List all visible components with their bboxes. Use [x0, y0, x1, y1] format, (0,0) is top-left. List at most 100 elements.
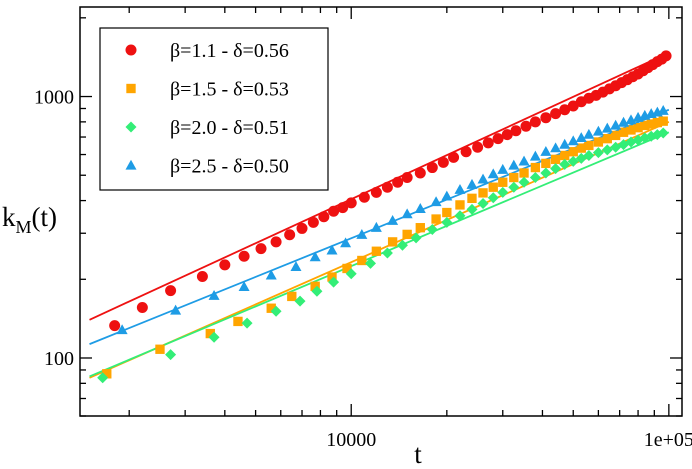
data-point-series-4 [550, 142, 562, 153]
data-point-series-4 [477, 173, 489, 184]
data-point-series-2 [102, 369, 112, 379]
data-point-series-4 [441, 190, 453, 201]
data-point-series-1 [392, 176, 404, 188]
data-point-series-1 [345, 197, 357, 209]
data-point-series-2 [357, 255, 367, 266]
data-point-series-3 [550, 163, 562, 175]
data-point-series-3 [426, 224, 438, 236]
y-axis-label-rest: (t) [32, 202, 57, 232]
data-point-series-2 [541, 158, 551, 169]
data-point-series-3 [345, 268, 357, 280]
data-point-series-2 [431, 214, 441, 224]
data-point-series-1 [318, 211, 330, 223]
data-point-series-4 [116, 324, 128, 335]
data-point-series-1 [370, 186, 382, 198]
data-point-series-3 [601, 144, 613, 156]
data-point-series-4 [610, 119, 622, 130]
data-point-series-3 [477, 197, 489, 209]
data-point-series-2 [658, 116, 668, 126]
data-point-series-3 [294, 295, 306, 307]
data-point-series-2 [498, 177, 508, 187]
data-point-series-2 [310, 281, 320, 291]
data-point-series-3 [487, 192, 499, 204]
data-point-series-2 [205, 328, 215, 339]
axis-ticks [80, 7, 682, 417]
data-point-series-4 [265, 269, 277, 280]
y-axis-label: kM(t) [2, 202, 57, 237]
data-point-series-4 [170, 304, 182, 315]
data-point-series-1 [255, 243, 267, 255]
data-point-series-1 [660, 50, 672, 62]
data-point-series-4 [592, 125, 604, 136]
data-point-series-4 [370, 221, 382, 232]
data-point-series-2 [618, 127, 629, 137]
data-point-series-2 [155, 344, 165, 354]
data-point-series-4 [518, 155, 530, 166]
data-point-series-4 [387, 214, 399, 225]
x-axis-label: t [414, 439, 422, 469]
legend-entry-1: β=1.1 - δ=0.56 [125, 40, 289, 62]
legend-marker-circle [125, 44, 137, 56]
data-point-series-1 [540, 112, 552, 124]
data-point-series-4 [466, 178, 478, 189]
data-point-series-2 [602, 133, 612, 144]
data-point-series-3 [592, 147, 604, 159]
data-point-series-3 [583, 149, 595, 161]
data-point-series-1 [559, 104, 571, 116]
data-point-series-1 [109, 320, 121, 332]
data-point-series-2 [530, 162, 541, 173]
data-point-series-2 [415, 223, 425, 233]
x-tick-label: 10000 [326, 429, 376, 451]
data-point-series-3 [567, 155, 579, 167]
data-point-series-3 [454, 210, 466, 222]
data-point-series-4 [414, 203, 426, 213]
data-point-series-4 [559, 138, 571, 149]
data-point-series-2 [442, 207, 452, 218]
data-point-series-1 [529, 116, 541, 128]
data-point-series-1 [284, 229, 296, 241]
legend-label: β=1.5 - δ=0.53 [170, 79, 289, 101]
data-point-series-1 [520, 120, 532, 132]
y-axis-label-main: k [2, 202, 16, 232]
data-point-series-1 [401, 172, 413, 184]
legend-marker-triangle [125, 159, 137, 170]
data-point-series-1 [219, 259, 231, 271]
series-1-points [109, 50, 672, 332]
data-point-series-4 [583, 128, 595, 139]
legend-marker-square [126, 83, 136, 94]
data-point-series-2 [550, 154, 561, 165]
tick-labels: 10000 1e+05 100 1000 [34, 87, 692, 451]
data-point-series-1 [426, 162, 438, 174]
data-point-series-2 [646, 119, 656, 129]
legend-entry-4: β=2.5 - δ=0.50 [125, 156, 289, 178]
series-2-points [102, 116, 668, 379]
data-point-series-4 [529, 150, 541, 161]
data-point-series-1 [492, 133, 504, 145]
data-point-series-1 [196, 270, 208, 282]
data-point-series-2 [640, 120, 650, 131]
data-point-series-4 [309, 251, 321, 262]
data-point-series-1 [238, 250, 250, 262]
data-point-series-4 [601, 122, 613, 133]
data-point-series-4 [508, 159, 520, 170]
legend: β=1.1 - δ=0.56 β=1.5 - δ=0.53 β=2.0 - δ=0.… [99, 27, 329, 191]
y-tick-label: 100 [44, 348, 74, 370]
data-point-series-1 [437, 156, 449, 168]
data-point-series-2 [233, 316, 243, 327]
plot-frame [79, 6, 683, 417]
data-point-series-3 [328, 276, 340, 288]
data-point-series-4 [487, 168, 499, 179]
data-point-series-2 [287, 291, 297, 302]
data-point-series-1 [550, 108, 562, 120]
data-point-series-4 [625, 114, 637, 125]
data-point-series-3 [540, 167, 552, 179]
data-point-series-1 [328, 205, 340, 217]
legend-entry-2: β=1.5 - δ=0.53 [126, 79, 289, 101]
data-point-series-1 [136, 301, 148, 313]
data-point-series-2 [327, 272, 337, 282]
series-3-points [97, 127, 669, 384]
data-point-series-2 [584, 140, 594, 151]
data-point-series-1 [165, 285, 177, 297]
data-point-series-3 [518, 176, 530, 188]
y-axis-label-sub: M [16, 217, 32, 237]
